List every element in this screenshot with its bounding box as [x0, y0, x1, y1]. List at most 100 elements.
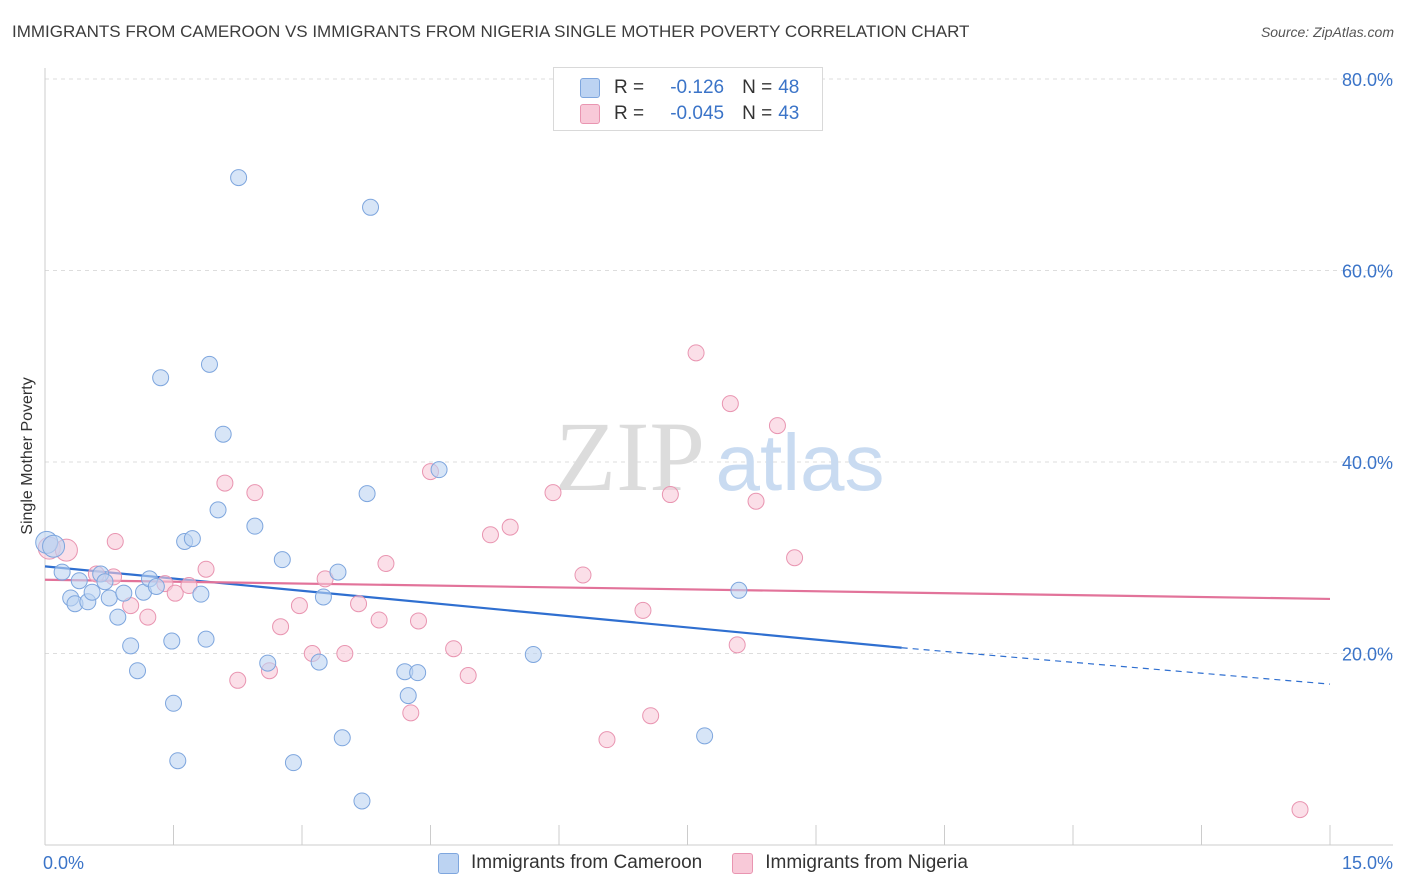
point-nigeria: [501, 518, 519, 536]
x-tick-label: 0.0%: [43, 853, 84, 873]
point-nigeria: [410, 612, 428, 630]
point-nigeria: [197, 560, 215, 578]
point-cameroon: [358, 485, 376, 503]
grid-lines: [45, 78, 1393, 654]
legend-row-cameroon: R = -0.126 N = 48: [580, 76, 799, 100]
point-cameroon: [70, 572, 88, 590]
r-value: -0.045: [670, 103, 725, 124]
point-nigeria: [272, 618, 290, 636]
point-cameroon: [362, 198, 380, 216]
watermark: ZIP atlas: [555, 401, 884, 512]
point-nigeria: [402, 704, 420, 722]
legend-swatch-pink: [580, 104, 600, 124]
point-nigeria: [246, 484, 264, 502]
data-points: [35, 169, 1309, 819]
point-nigeria: [139, 608, 157, 626]
point-cameroon: [409, 664, 427, 682]
trend-line-nigeria: [44, 578, 1331, 601]
legend-swatch-blue: [438, 852, 460, 874]
point-cameroon: [100, 589, 118, 607]
point-cameroon: [230, 169, 248, 187]
point-cameroon: [259, 654, 277, 672]
n-value: 48: [778, 77, 800, 98]
point-cameroon: [115, 584, 133, 602]
point-nigeria: [216, 474, 234, 492]
legend-item-cameroon: Immigrants from Cameroon: [438, 852, 702, 874]
point-cameroon: [42, 534, 66, 558]
tick-labels: 20.0% 40.0% 60.0% 80.0% 0.0% 15.0%: [43, 70, 1393, 873]
point-cameroon: [152, 369, 170, 387]
point-cameroon: [165, 694, 182, 712]
point-cameroon: [314, 588, 332, 606]
point-nigeria: [768, 417, 786, 435]
point-nigeria: [687, 344, 705, 362]
point-nigeria: [481, 526, 499, 544]
point-cameroon: [147, 577, 165, 595]
point-cameroon: [524, 645, 542, 663]
source-label: Source: ZipAtlas.com: [1260, 24, 1394, 40]
series-legend: Immigrants from Cameroon Immigrants from…: [0, 852, 1406, 874]
stats-legend: R = -0.126 N = 48 R = -0.045 N = 43: [553, 67, 823, 131]
point-cameroon: [96, 573, 114, 591]
point-cameroon: [109, 608, 127, 626]
r-value: -0.126: [670, 77, 725, 98]
point-nigeria: [634, 601, 652, 619]
y-tick-label: 20.0%: [1342, 645, 1393, 665]
point-cameroon: [284, 754, 302, 772]
point-cameroon: [83, 583, 101, 601]
point-cameroon: [353, 792, 371, 810]
point-nigeria: [574, 566, 592, 584]
point-cameroon: [329, 563, 347, 581]
point-cameroon: [430, 461, 448, 479]
point-nigeria: [445, 640, 463, 658]
trend-lines: [44, 565, 1331, 685]
point-cameroon: [273, 551, 291, 569]
point-cameroon: [129, 662, 147, 680]
point-cameroon: [730, 581, 748, 599]
legend-swatch-pink: [732, 852, 754, 874]
point-nigeria: [544, 484, 562, 502]
point-nigeria: [598, 731, 616, 749]
point-nigeria: [370, 611, 388, 629]
point-cameroon: [399, 687, 417, 705]
point-cameroon: [209, 501, 227, 519]
point-cameroon: [122, 637, 140, 655]
y-tick-label: 60.0%: [1342, 262, 1393, 282]
point-nigeria: [747, 492, 765, 510]
legend-label-cameroon: Immigrants from Cameroon: [471, 852, 703, 873]
n-value: 43: [778, 103, 800, 124]
point-cameroon: [310, 653, 328, 671]
r-label: R =: [614, 77, 645, 98]
point-cameroon: [192, 585, 210, 603]
legend-swatch-blue: [580, 78, 600, 98]
n-label: N =: [742, 103, 773, 124]
legend-item-nigeria: Immigrants from Nigeria: [732, 852, 968, 874]
point-cameroon: [53, 563, 71, 581]
point-nigeria: [1291, 801, 1309, 819]
point-nigeria: [459, 667, 477, 685]
point-nigeria: [728, 636, 746, 654]
point-nigeria: [180, 577, 198, 595]
point-cameroon: [200, 355, 218, 373]
watermark-zip: ZIP: [555, 401, 705, 512]
legend-row-nigeria: R = -0.045 N = 43: [580, 102, 799, 126]
point-cameroon: [214, 425, 232, 443]
y-tick-label: 80.0%: [1342, 70, 1393, 90]
point-cameroon: [163, 632, 181, 650]
trend-line-cameroon-extension: [901, 647, 1331, 685]
point-cameroon: [333, 729, 351, 747]
point-cameroon: [246, 517, 264, 535]
point-nigeria: [106, 532, 124, 550]
watermark-atlas: atlas: [716, 418, 885, 507]
point-nigeria: [166, 584, 184, 602]
axes: [44, 68, 1393, 846]
point-nigeria: [229, 671, 247, 689]
y-tick-label: 40.0%: [1342, 453, 1393, 473]
point-nigeria: [721, 395, 739, 413]
n-label: N =: [742, 77, 773, 98]
point-nigeria: [336, 645, 354, 662]
r-label: R =: [614, 103, 645, 124]
point-cameroon: [696, 727, 714, 745]
point-cameroon: [197, 630, 215, 648]
